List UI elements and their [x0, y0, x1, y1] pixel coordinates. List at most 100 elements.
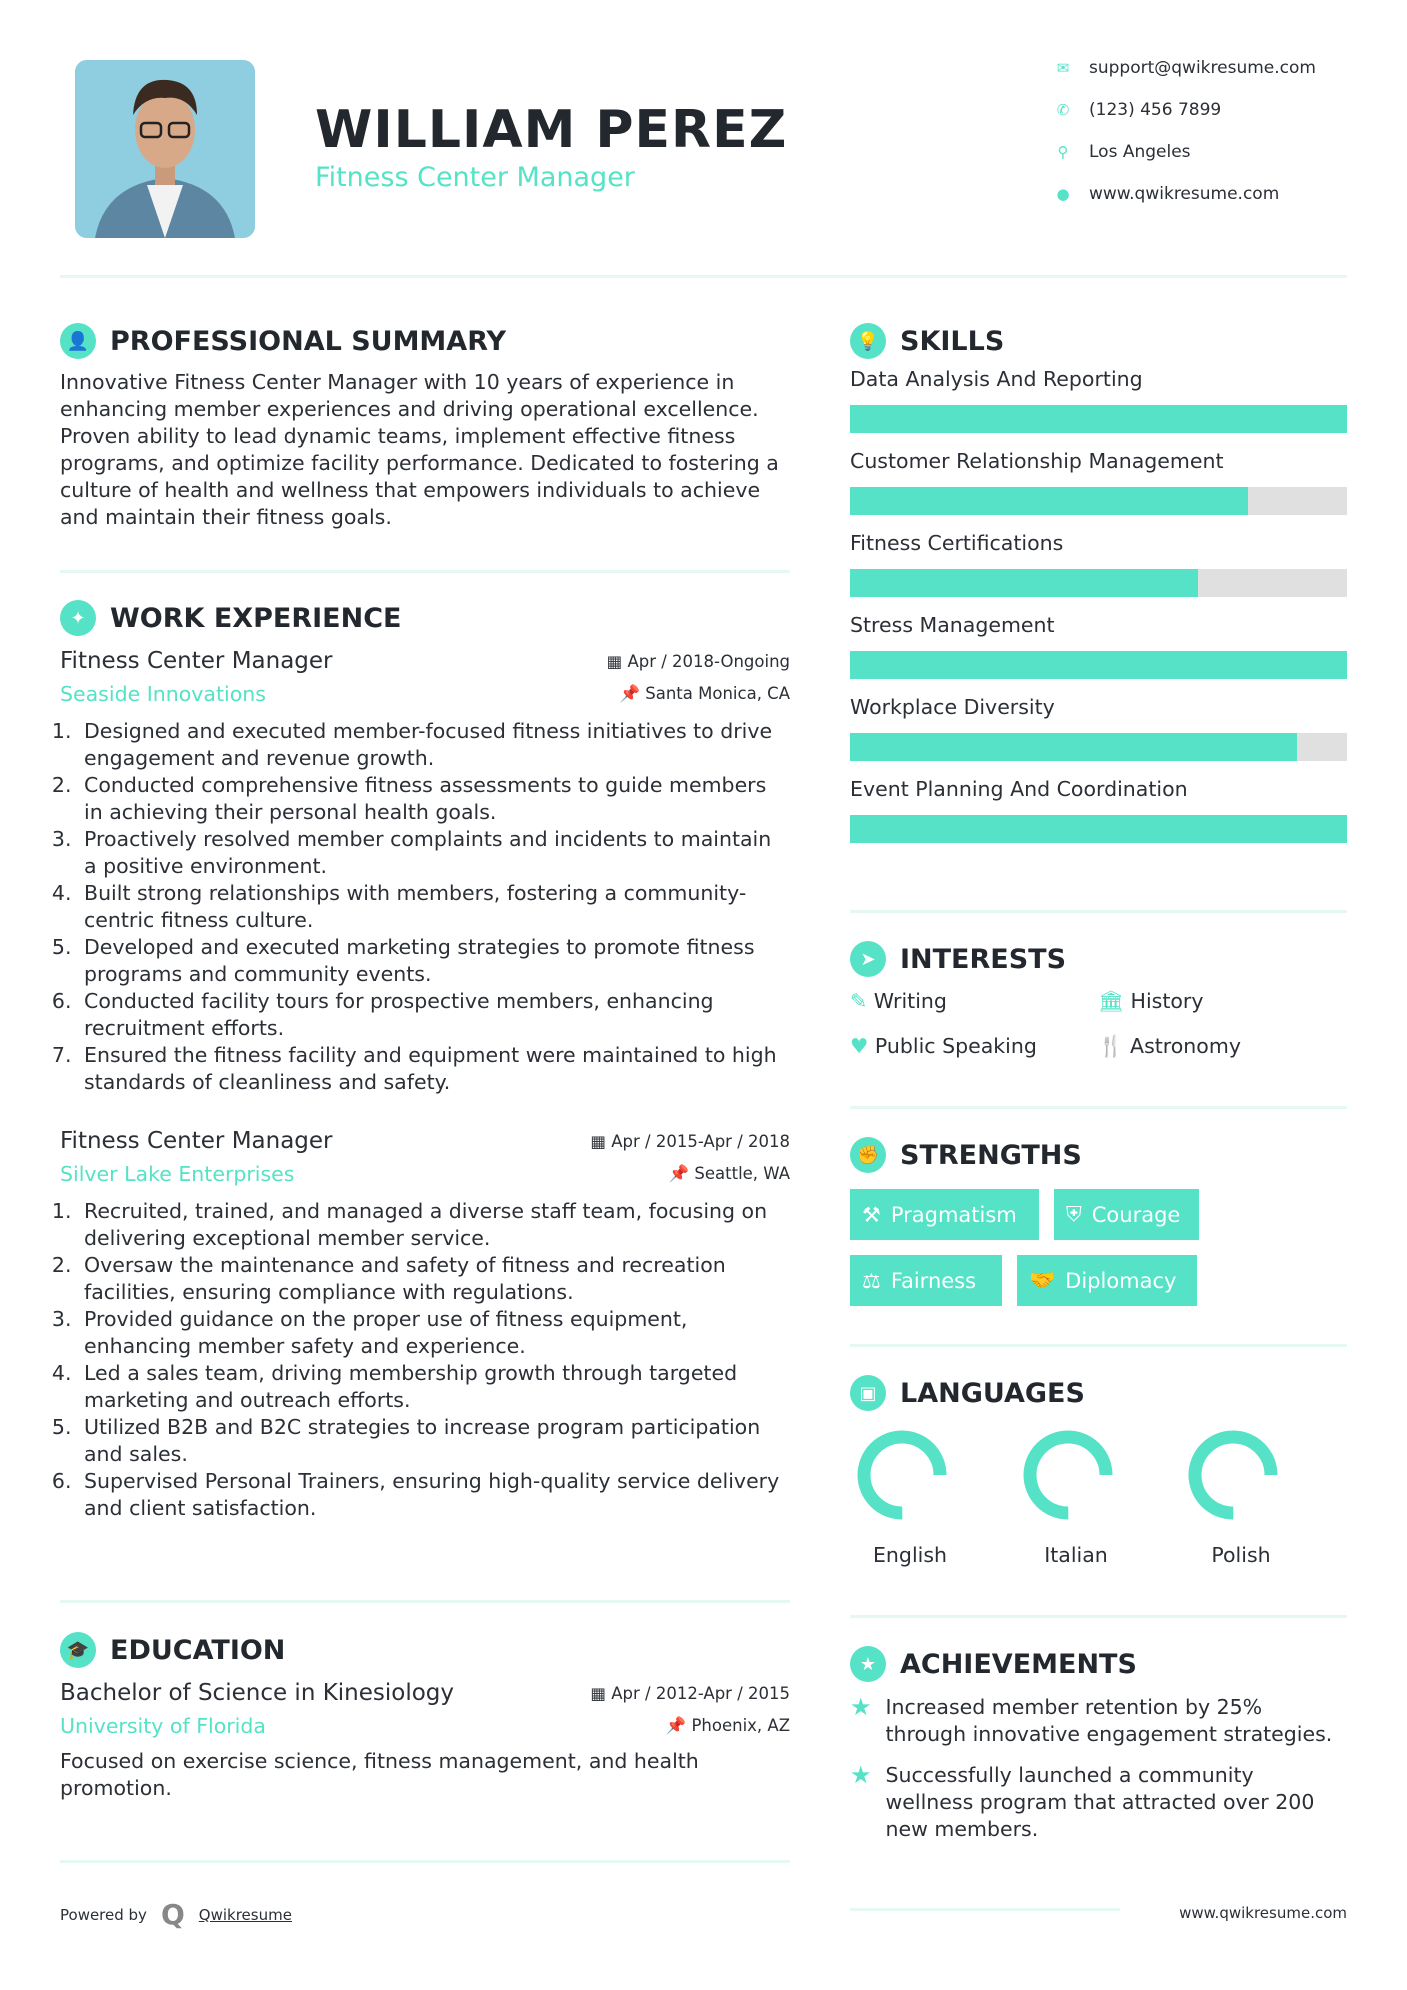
phone-text: (123) 456 7899	[1089, 100, 1222, 120]
skill-name: Fitness Certifications	[850, 531, 1064, 555]
candidate-title: Fitness Center Manager	[315, 162, 635, 193]
profile-photo	[75, 60, 255, 238]
skills-section: 💡 SKILLS Data Analysis And Reporting Custo…	[850, 323, 1347, 843]
contact-location: ⚲ Los Angeles	[1055, 142, 1191, 162]
divider	[60, 1600, 790, 1603]
divider	[850, 910, 1347, 913]
pin-icon: 📌	[668, 1164, 695, 1183]
interest-label: Astronomy	[1130, 1034, 1241, 1058]
languages-heading: ▣ LANGUAGES	[850, 1375, 1347, 1411]
job-entry: Fitness Center Manager ▦ Apr / 2018-Ongoi…	[60, 648, 790, 1096]
lightbulb-icon: 💡	[850, 323, 886, 359]
pin-icon: 📌	[619, 684, 646, 703]
achievement-text: Successfully launched a community wellne…	[885, 1763, 1315, 1841]
bullet: Supervised Personal Trainers, ensuring h…	[78, 1468, 790, 1522]
brand-link[interactable]: Qwikresume	[198, 1905, 292, 1924]
interest-label: Public Speaking	[874, 1034, 1037, 1058]
scale-icon: ⚖	[862, 1268, 881, 1293]
bullet: Ensured the fitness facility and equipme…	[78, 1042, 790, 1096]
calendar-icon: ▦	[590, 1683, 612, 1703]
skill-bar-fill	[850, 651, 1347, 679]
company-name: Silver Lake Enterprises	[60, 1162, 295, 1186]
pencil-icon: ✎	[850, 989, 874, 1013]
interests-heading: ➤ INTERESTS	[850, 941, 1347, 977]
job-date: ▦ Apr / 2018-Ongoing	[607, 652, 790, 671]
divider	[850, 1106, 1347, 1109]
summary-section: 👤 PROFESSIONAL SUMMARY Innovative Fitness…	[60, 323, 790, 531]
heading-text: ACHIEVEMENTS	[900, 1648, 1137, 1680]
divider	[60, 570, 790, 573]
achievements-section: ★ ACHIEVEMENTS ★ Increased member retentio…	[850, 1646, 1347, 1843]
skill-item: Workplace Diversity	[850, 695, 1347, 761]
skill-name: Event Planning And Coordination	[850, 777, 1188, 801]
heading-text: PROFESSIONAL SUMMARY	[110, 325, 507, 357]
star-badge-icon: ★	[850, 1646, 886, 1682]
bullet: Designed and executed member-focused fit…	[78, 718, 790, 772]
skill-bar	[850, 733, 1347, 761]
bullet: Utilized B2B and B2C strategies to incre…	[78, 1414, 790, 1468]
website-text: www.qwikresume.com	[1089, 184, 1280, 204]
skill-name: Stress Management	[850, 613, 1055, 637]
museum-icon: 🏛	[1098, 989, 1131, 1013]
graduation-icon: 🎓	[60, 1632, 96, 1668]
summary-text: Innovative Fitness Center Manager with 1…	[60, 370, 779, 529]
language-icon: ▣	[850, 1375, 886, 1411]
interest-item: 🏛 History	[1098, 988, 1203, 1015]
bullet: Provided guidance on the proper use of f…	[78, 1306, 790, 1360]
handshake-icon: 🤝	[1029, 1268, 1056, 1292]
location-text: Phoenix, AZ	[691, 1716, 790, 1735]
skill-item: Event Planning And Coordination	[850, 777, 1347, 843]
achievement-item: ★ Successfully launched a community welln…	[850, 1762, 1347, 1843]
skill-name: Customer Relationship Management	[850, 449, 1224, 473]
heading-text: LANGUAGES	[900, 1377, 1085, 1409]
date-text: Apr / 2012-Apr / 2015	[611, 1683, 790, 1703]
achievements-heading: ★ ACHIEVEMENTS	[850, 1646, 1347, 1682]
interest-label: History	[1130, 989, 1204, 1013]
fist-icon: ✊	[850, 1137, 886, 1173]
divider	[850, 1344, 1347, 1347]
footer-website[interactable]: www.qwikresume.com	[1179, 1904, 1347, 1922]
skill-bar	[850, 405, 1347, 433]
powered-by-text: Powered by	[60, 1905, 147, 1924]
location-text: Seattle, WA	[694, 1164, 790, 1183]
contact-email[interactable]: ✉ support@qwikresume.com	[1055, 58, 1316, 78]
candidate-name: WILLIAM PEREZ	[315, 100, 788, 160]
work-heading: ✦ WORK EXPERIENCE	[60, 600, 790, 636]
skill-item: Data Analysis And Reporting	[850, 367, 1347, 433]
divider	[850, 1908, 1120, 1911]
job-title: Fitness Center Manager	[60, 648, 333, 674]
heading-text: INTERESTS	[900, 943, 1067, 975]
heading-text: STRENGTHS	[900, 1139, 1082, 1171]
summary-heading: 👤 PROFESSIONAL SUMMARY	[60, 323, 790, 359]
languages-section: ▣ LANGUAGES English Italian Polish	[850, 1375, 1347, 1575]
map-pin-icon: ⚲	[1057, 143, 1069, 161]
contact-website[interactable]: ● www.qwikresume.com	[1055, 184, 1279, 204]
job-date: ▦ Apr / 2015-Apr / 2018	[590, 1132, 790, 1151]
skill-name: Data Analysis And Reporting	[850, 367, 1143, 391]
bullet: Proactively resolved member complaints a…	[78, 826, 790, 880]
phone-icon: ✆	[1056, 101, 1070, 119]
chip-label: Fairness	[890, 1268, 977, 1293]
language-ring	[1183, 1425, 1283, 1529]
skill-bar	[850, 569, 1347, 597]
chip-label: Diplomacy	[1065, 1268, 1177, 1293]
edu-date: ▦ Apr / 2012-Apr / 2015	[590, 1684, 790, 1703]
skills-heading: 💡 SKILLS	[850, 323, 1347, 359]
job-bullets: Designed and executed member-focused fit…	[60, 718, 790, 1096]
qwikresume-logo-icon: Q	[160, 1898, 185, 1931]
contact-phone[interactable]: ✆ (123) 456 7899	[1055, 100, 1222, 120]
briefcase-icon: ✦	[60, 600, 96, 636]
chip-label: Pragmatism	[890, 1202, 1017, 1227]
interest-item: 🍴 Astronomy	[1098, 1033, 1241, 1060]
calendar-icon: ▦	[606, 651, 628, 671]
job-entry: Fitness Center Manager ▦ Apr / 2015-Apr /…	[60, 1128, 790, 1522]
strengths-heading: ✊ STRENGTHS	[850, 1137, 1347, 1173]
star-icon: ★	[850, 1693, 872, 1721]
interest-item: ♥ Public Speaking	[850, 1033, 1037, 1060]
job-bullets: Recruited, trained, and managed a divers…	[60, 1198, 790, 1522]
bullet: Recruited, trained, and managed a divers…	[78, 1198, 790, 1252]
interest-item: ✎ Writing	[850, 988, 947, 1015]
divider	[60, 1860, 790, 1863]
date-text: Apr / 2015-Apr / 2018	[611, 1131, 790, 1151]
skill-bar-fill	[850, 733, 1298, 761]
